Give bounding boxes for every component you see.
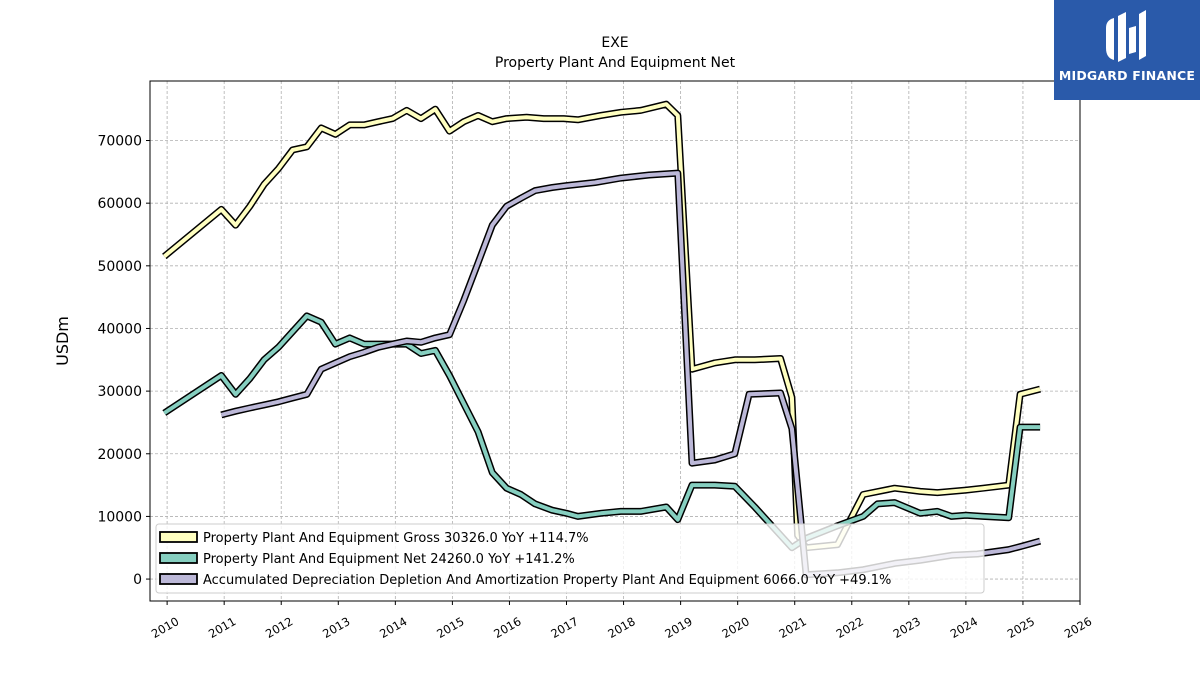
y-tick-label: 30000 <box>97 384 142 400</box>
x-tick-label: 2012 <box>263 614 295 641</box>
legend-label: Property Plant And Equipment Gross 30326… <box>203 531 589 546</box>
legend: Property Plant And Equipment Gross 30326… <box>155 523 985 594</box>
y-tick-label: 10000 <box>97 509 142 525</box>
chart-title: EXE <box>601 35 628 51</box>
series-layer <box>162 100 1042 579</box>
legend-swatch <box>159 552 198 564</box>
x-tick-label: 2013 <box>320 614 352 641</box>
x-tick-label: 2017 <box>548 614 580 641</box>
x-tick-label: 2022 <box>834 614 866 641</box>
x-tick-label: 2018 <box>605 614 637 641</box>
brand-logo: MIDGARD FINANCE <box>1054 0 1200 100</box>
x-tick-label: 2011 <box>206 614 238 641</box>
series-line-1 <box>163 102 1041 550</box>
x-tick-label: 2020 <box>719 614 751 641</box>
y-tick-label: 40000 <box>97 321 142 337</box>
x-tick-label: 2019 <box>662 614 694 641</box>
y-tick-label: 20000 <box>97 447 142 463</box>
y-tick-label: 70000 <box>97 134 142 150</box>
legend-box <box>155 523 985 594</box>
y-tick-label: 0 <box>133 572 142 588</box>
y-tick-label: 60000 <box>97 196 142 212</box>
y-axis-label: USDm <box>53 316 72 366</box>
legend-label: Property Plant And Equipment Net 24260.0… <box>203 552 575 567</box>
plot-frame <box>149 80 1081 602</box>
x-tick-label: 2024 <box>948 614 980 641</box>
y-tick-label: 50000 <box>97 259 142 275</box>
legend-swatch <box>159 573 198 585</box>
x-tick-label: 2015 <box>434 614 466 641</box>
legend-swatch <box>159 531 198 543</box>
legend-label: Accumulated Depreciation Depletion And A… <box>203 573 891 588</box>
x-tick-label: 2016 <box>491 614 523 641</box>
x-tick-label: 2010 <box>149 614 181 641</box>
x-tick-label: 2025 <box>1005 614 1037 641</box>
x-tick-label: 2014 <box>377 614 409 641</box>
brand-name: MIDGARD FINANCE <box>1058 68 1196 83</box>
brand-mark-icon <box>1106 10 1146 62</box>
x-tick-label: 2026 <box>1062 614 1094 641</box>
x-tick-label: 2021 <box>777 614 809 641</box>
series-line-2 <box>163 313 1041 550</box>
x-tick-label: 2023 <box>891 614 923 641</box>
chart-subtitle: Property Plant And Equipment Net <box>495 55 736 71</box>
